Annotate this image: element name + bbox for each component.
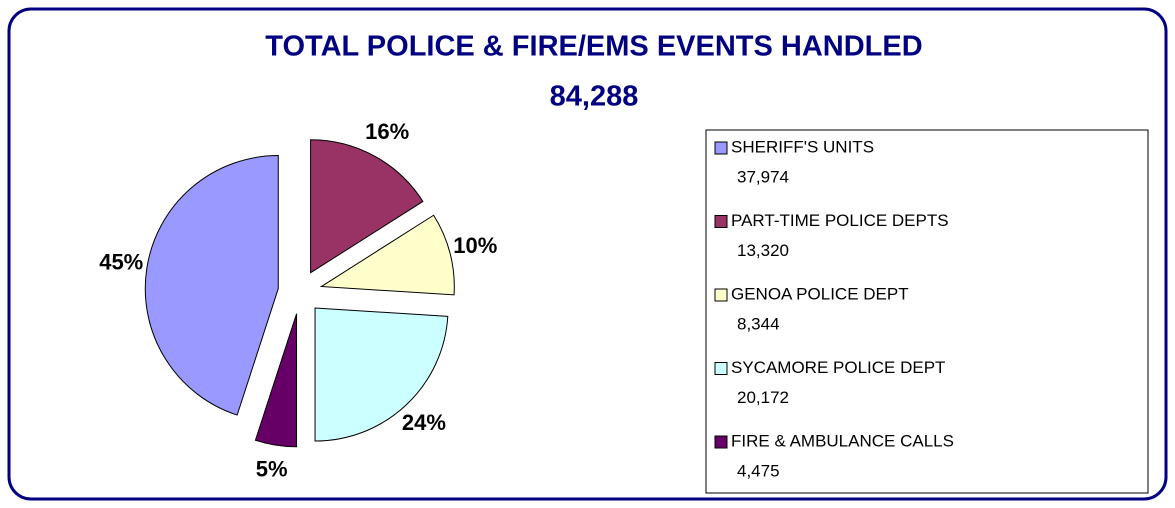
legend-swatch — [714, 215, 728, 228]
data-label: 10% — [453, 233, 497, 258]
pie-slice — [254, 313, 298, 448]
data-label: 45% — [99, 249, 143, 274]
legend-swatch — [714, 362, 728, 375]
legend-count: 13,320 — [737, 241, 789, 260]
data-label: 5% — [256, 457, 288, 482]
data-label: 24% — [402, 410, 446, 435]
pie-slice — [314, 307, 449, 442]
pie-slice — [310, 139, 424, 274]
legend-swatch — [714, 141, 728, 155]
pie-slice — [144, 155, 279, 416]
legend-label: SYCAMORE POLICE DEPT — [731, 358, 945, 377]
legend-count: 20,172 — [737, 388, 789, 407]
legend-count: 37,974 — [737, 167, 789, 186]
legend-count: 4,475 — [737, 461, 780, 480]
legend-label: PART-TIME POLICE DEPTS — [731, 211, 949, 230]
legend-label: GENOA POLICE DEPT — [731, 284, 909, 303]
legend-box — [705, 129, 1149, 494]
pie-slice — [319, 214, 455, 296]
legend-count: 8,344 — [737, 314, 780, 333]
chart-subtitle: 84,288 — [550, 81, 639, 113]
chart-title: TOTAL POLICE & FIRE/EMS EVENTS HANDLED — [265, 31, 922, 63]
legend-label: SHERIFF'S UNITS — [731, 137, 874, 156]
legend-swatch — [714, 288, 728, 302]
legend-swatch — [714, 435, 728, 449]
data-label: 16% — [365, 119, 409, 144]
legend-label: FIRE & AMBULANCE CALLS — [731, 431, 954, 450]
